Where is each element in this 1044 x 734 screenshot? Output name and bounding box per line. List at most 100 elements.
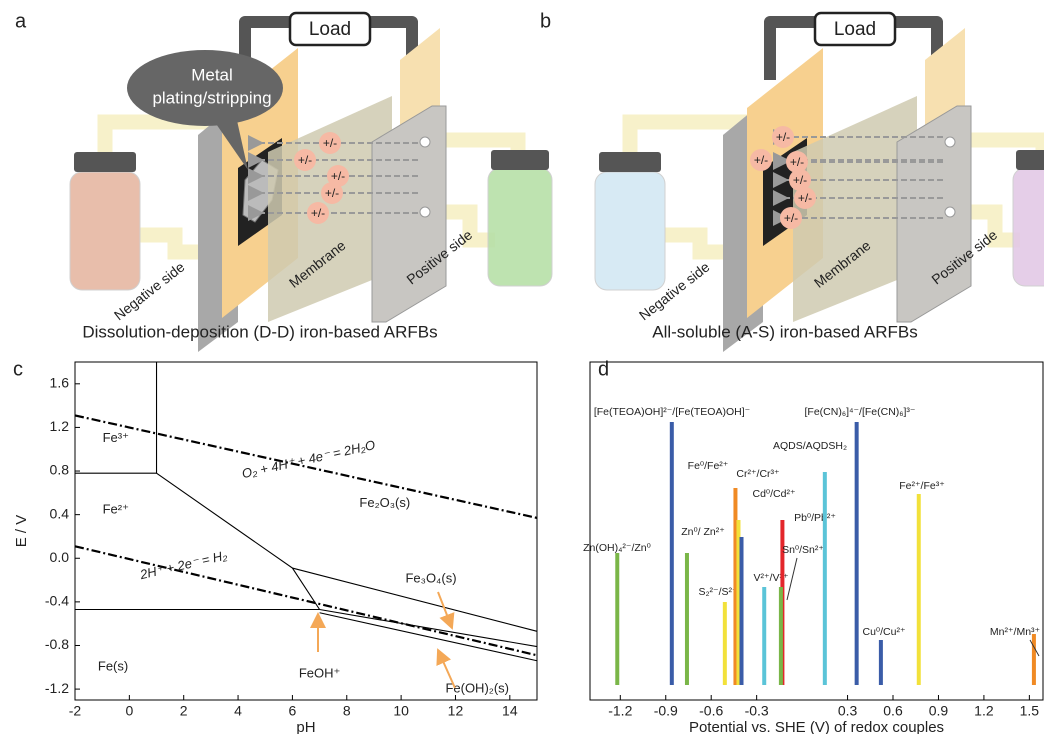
y-tick-label: 0.0: [50, 549, 70, 565]
bar: [615, 553, 620, 685]
caption: All-soluble (A-S) iron-based ARFBs: [652, 322, 917, 341]
ion: [319, 132, 341, 154]
leader: [1029, 639, 1040, 657]
ion: [794, 187, 816, 209]
schematic: b Load+/-+/- +/-+/-+/-+/-Negative side Memb…: [540, 10, 1044, 352]
x-tick-label: -0.3: [745, 703, 769, 719]
line: [156, 472, 321, 610]
x-tick-label: 0.6: [883, 703, 903, 719]
bar-label: Fe⁰/Fe²⁺: [688, 460, 729, 472]
y-axis-label: E / V: [13, 515, 30, 548]
port: [419, 136, 431, 148]
bar: [722, 602, 727, 685]
line: [74, 545, 538, 657]
ion-label: +/-: [776, 130, 790, 144]
ion: [789, 169, 811, 191]
ion-label: +/-: [754, 153, 768, 167]
annotation: FeOH⁺: [299, 665, 341, 680]
ion: [307, 202, 329, 224]
x-tick-label: 12: [448, 703, 464, 719]
annotation: Fe₂O₃(s): [359, 495, 410, 510]
bar-label: [Fe(TEOA)OH]²⁻/[Fe(TEOA)OH]⁻: [594, 406, 751, 418]
load-box: [813, 11, 897, 47]
positive-box: [896, 105, 972, 323]
bar: [669, 422, 674, 685]
leader: [786, 557, 798, 601]
jar: [69, 171, 141, 291]
y-tick-label: -1.2: [45, 680, 69, 696]
bar-label: Fe²⁺/Fe³⁺: [899, 480, 945, 492]
y-tick-label: -0.8: [45, 636, 69, 652]
x-tick-label: 1.5: [1020, 703, 1040, 719]
bar: [736, 520, 741, 685]
ion: [772, 126, 794, 148]
jar-lid: [491, 150, 549, 170]
callout: [212, 116, 248, 170]
y-tick-label: 1.6: [50, 375, 70, 391]
x-tick-label: 14: [502, 703, 518, 719]
load-label: Load: [834, 19, 876, 40]
schematic: a Load+/-+/-+/-+/-+/-Metalplating/strippi…: [15, 10, 553, 352]
callout-text: Metal: [191, 65, 233, 84]
bar: [778, 587, 783, 685]
port: [944, 206, 956, 218]
bar: [739, 537, 744, 685]
ion: [750, 149, 772, 171]
load-box: [288, 11, 372, 47]
ion: [786, 151, 808, 173]
ion-label: +/-: [325, 186, 339, 200]
bar-label: Sn⁰/Sn²⁺: [782, 544, 824, 556]
x-axis-label: pH: [296, 719, 315, 734]
caption: Dissolution-deposition (D-D) iron-based …: [82, 322, 437, 341]
port: [419, 206, 431, 218]
jar-lid: [599, 152, 661, 172]
bar: [733, 488, 738, 685]
bar: [684, 553, 689, 685]
annotation: Fe³⁺: [103, 430, 129, 445]
y-tick-label: 0.8: [50, 462, 70, 478]
line: [319, 612, 538, 662]
line: [319, 608, 538, 648]
ion: [780, 207, 802, 229]
pipe: [97, 114, 526, 260]
load-label: Load: [309, 19, 351, 40]
plot-frame: [589, 361, 1044, 701]
x-tick-label: 0.9: [929, 703, 949, 719]
ion-label: +/-: [798, 191, 812, 205]
bar-label: Cd⁰/Cd²⁺: [752, 488, 795, 500]
annotation: O₂ + 4H⁺ + 4e⁻ = 2H₂O: [240, 437, 376, 481]
membrane: [793, 96, 917, 322]
annotation: Fe₃O₄(s): [405, 570, 456, 585]
x-tick-label: 2: [180, 703, 188, 719]
x-tick-label: 0: [125, 703, 133, 719]
x-tick-label: 0.3: [838, 703, 858, 719]
jar: [594, 171, 666, 291]
line: [292, 567, 538, 632]
panel-label: b: [540, 10, 551, 32]
callout-text: plating/stripping: [152, 88, 271, 107]
x-tick-label: -0.6: [699, 703, 723, 719]
annotation: 2H⁺ + 2e⁻ = H₂: [138, 548, 229, 583]
panel-label: c: [13, 358, 23, 380]
bar-label: S₂²⁻/S²⁻: [698, 586, 738, 598]
bar: [822, 472, 827, 685]
bar: [854, 422, 859, 685]
x-tick-label: 10: [393, 703, 409, 719]
x-tick-label: 1.2: [974, 703, 994, 719]
x-tick-label: 8: [343, 703, 351, 719]
callout: [127, 50, 283, 126]
line: [74, 414, 538, 519]
ion-label: +/-: [784, 211, 798, 225]
bar-label: Cr²⁺/Cr³⁺: [736, 468, 780, 480]
bar-label: V²⁺/V³⁺: [753, 572, 788, 584]
bar-label: [Fe(CN)₆]⁴⁻/[Fe(CN)₆]³⁻: [805, 406, 916, 418]
annotation: Fe(s): [98, 659, 128, 674]
port: [944, 136, 956, 148]
ion: [321, 182, 343, 204]
x-tick-label: -1.2: [608, 703, 632, 719]
x-axis-label: Potential vs. SHE (V) of redox couples: [689, 719, 944, 734]
x-tick-label: 6: [289, 703, 297, 719]
bar: [1031, 634, 1036, 685]
ion: [294, 149, 316, 171]
